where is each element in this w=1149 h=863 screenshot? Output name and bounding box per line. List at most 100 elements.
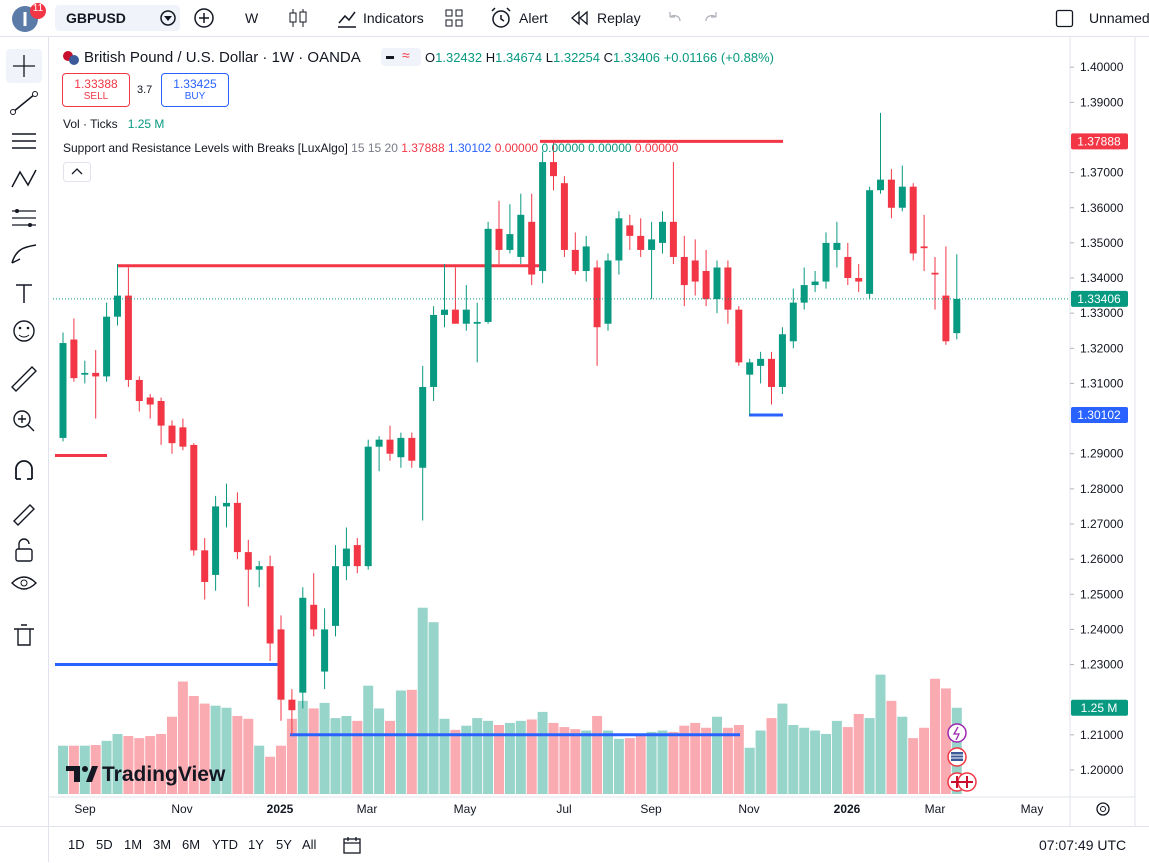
candle-body (70, 339, 78, 379)
volume-bar (428, 622, 439, 794)
volume-bar (646, 731, 657, 794)
goto-date[interactable] (342, 835, 364, 855)
candle-body (430, 314, 438, 387)
candle-body (615, 218, 623, 261)
candle-body (724, 267, 732, 310)
buy-label: BUY (184, 91, 206, 102)
levels-layer (55, 139, 783, 737)
range-button[interactable]: 1M (124, 837, 143, 852)
price-label-box (1071, 133, 1128, 150)
candle-body (833, 242, 841, 250)
candle-body (201, 550, 209, 582)
interval[interactable]: W (245, 10, 259, 26)
replay-button[interactable]: Replay (597, 10, 641, 26)
volume-bar (755, 730, 766, 794)
o-label: O (425, 50, 436, 65)
volume-bar (559, 727, 570, 794)
watermark-text: TradingView (102, 763, 226, 786)
symbol-flag (63, 51, 79, 65)
candle-body (364, 446, 372, 567)
candle-body (451, 309, 459, 324)
y-tick-label: 1.40000 (1080, 60, 1124, 74)
volume-bar (58, 745, 68, 794)
chart-type[interactable] (288, 7, 308, 29)
x-tick-label: May (1021, 802, 1044, 816)
sell-button[interactable]: 1.33388 SELL (62, 73, 130, 107)
volume-bar (363, 685, 374, 794)
x-tick-label: Sep (640, 802, 662, 816)
volume-bar (908, 738, 919, 794)
candle-body (277, 629, 285, 700)
candle-body (81, 372, 89, 375)
candle-body (92, 372, 100, 377)
volume-bar (712, 716, 722, 794)
candle-body (844, 256, 852, 279)
volume-bar (221, 707, 232, 794)
y-tick-label: 1.24000 (1080, 622, 1124, 636)
volume-bar (831, 720, 842, 794)
range-button[interactable]: 1D (68, 837, 85, 852)
range-button[interactable]: 1Y (248, 837, 264, 852)
candle-body (735, 309, 743, 363)
sell-price: 1.33388 (74, 77, 118, 91)
volume-bar (744, 747, 755, 794)
x-tick-label: Nov (738, 802, 759, 816)
volume-bar (167, 716, 177, 794)
buy-button[interactable]: 1.33425 BUY (161, 73, 229, 107)
indicator-params: 15 15 20 (351, 141, 398, 155)
templates[interactable] (444, 8, 464, 28)
range-button[interactable]: All (302, 837, 317, 852)
volume-bar (690, 722, 701, 794)
candle-body (778, 334, 786, 387)
event-icons (947, 723, 977, 792)
range-button[interactable]: 5D (96, 837, 113, 852)
volume-bar (799, 727, 810, 794)
candle-body (517, 214, 525, 257)
collapse-legend[interactable] (63, 162, 91, 182)
symbol-search[interactable] (55, 5, 180, 31)
indicators-button[interactable]: Indicators (363, 10, 424, 26)
candle-body (59, 343, 67, 438)
add-compare[interactable] (193, 7, 215, 29)
candle-body (484, 228, 492, 322)
c-value: 1.33406 (613, 50, 661, 65)
volume-bar (570, 729, 581, 794)
indicator-resistance: 1.37888 (401, 141, 445, 155)
volume-bar (417, 607, 428, 794)
candle-body (702, 271, 710, 300)
settings-icon[interactable] (1096, 802, 1110, 816)
candle-body (441, 309, 448, 315)
alert-button[interactable]: Alert (519, 10, 548, 26)
clock: 07:07:49 UTC (1039, 837, 1127, 853)
legend-toggle[interactable] (381, 48, 421, 66)
candle-body (135, 379, 143, 402)
range-button[interactable]: 5Y (276, 837, 292, 852)
candle-body (419, 386, 427, 468)
volume-bar (210, 705, 221, 794)
candle-body (757, 358, 765, 366)
range-button[interactable]: YTD (212, 837, 238, 852)
range-button[interactable]: 3M (153, 837, 172, 852)
y-tick-label: 1.25000 (1080, 587, 1124, 601)
candle-body (550, 162, 557, 177)
indicator-extra: 0.00000 (634, 141, 679, 155)
alert-icon[interactable] (489, 6, 513, 30)
layout-checkbox[interactable] (1055, 9, 1075, 29)
layout-name[interactable]: Unnamed (1089, 10, 1149, 26)
indicator-extra: 0.00000 (588, 141, 632, 155)
y-tick-label: 1.39000 (1080, 95, 1124, 109)
candle-body (582, 246, 590, 272)
volume-bar (341, 716, 352, 794)
undo-redo[interactable] (666, 9, 726, 27)
indicators-icon[interactable] (336, 7, 358, 29)
candle-body (789, 302, 797, 342)
legend-dash (386, 56, 394, 59)
volume-bar (243, 718, 254, 794)
candle-body (659, 221, 666, 243)
candle-body (223, 502, 230, 507)
volume-legend: Vol · Ticks 1.25 M (63, 117, 164, 131)
avatar[interactable] (8, 2, 52, 34)
axes-layer: 1.40000 1.39000 1.37000 1.36000 1.35000 1.340… (53, 60, 1128, 816)
replay-icon[interactable] (570, 10, 590, 26)
range-button[interactable]: 6M (182, 837, 201, 852)
